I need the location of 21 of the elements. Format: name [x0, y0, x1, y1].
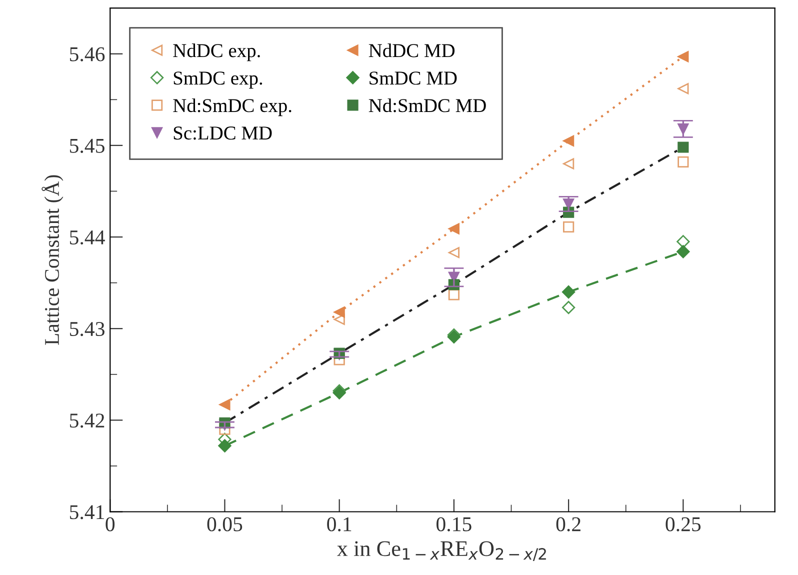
x-tick-label: 0.1	[327, 517, 352, 532]
y-axis-title: Lattice Constant (Å)	[42, 175, 64, 345]
legend-label: Nd:SmDC MD	[368, 98, 486, 112]
legend-label: SmDC exp.	[174, 72, 262, 89]
y-tick-label: 5.45	[70, 138, 104, 153]
x-tick-label: 0.05	[207, 517, 242, 532]
y-tick-label: 5.42	[70, 414, 104, 428]
y-tick-label: 5.43	[70, 322, 104, 336]
x-tick-label: 0.25	[666, 517, 701, 532]
y-tick-label: 5.44	[70, 230, 105, 245]
legend-label: NdDC exp.	[173, 44, 260, 62]
x-axis-title: x in Ce$_{1−x}$RE$_{x}$O$_{2−x/2}$	[337, 541, 546, 562]
legend-label: NdDC MD	[368, 44, 455, 58]
x-tick-label: 0	[106, 517, 115, 532]
legend-label: Nd:SmDC exp.	[173, 98, 292, 116]
y-tick-label: 5.46	[70, 47, 105, 62]
x-tick-label: 0.15	[436, 517, 472, 532]
legend-label: SmDC MD	[370, 72, 457, 85]
y-tick-label: 5.41	[70, 505, 104, 520]
x-tick-label: 0.2	[556, 517, 580, 532]
legend-label: Sc:LDC MD	[174, 126, 272, 140]
